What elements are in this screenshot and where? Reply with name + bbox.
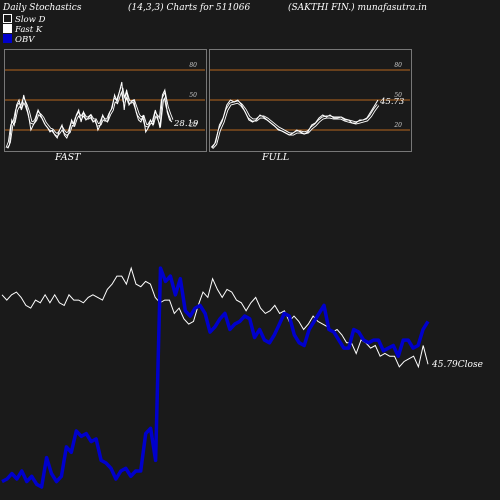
legend-swatch-fast-k [3,24,12,33]
legend-swatch-slow-d [3,14,12,23]
full-panel-caption: FULL [262,152,290,163]
close-price-line [1,266,429,369]
fast-tick-label-80: 80 [189,62,197,69]
full-tick-label-50: 50 [394,92,402,99]
full-tick-label-80: 80 [394,62,402,69]
chart-title-left: Daily Stochastics [3,3,82,13]
full-last-value-label: 45.73 [379,97,404,107]
fast-tick-label-50: 50 [189,92,197,99]
legend-item-obv: OBV [3,34,34,45]
fast-fast-k-line [6,81,173,149]
fast-tick-label-20: 20 [188,122,197,129]
chart-title-right: (SAKTHI FIN.) munafasutra.in [288,3,427,13]
chart-title-center: (14,3,3) Charts for 511066 [128,3,251,13]
legend-item-slow-d: Slow D [3,14,45,25]
obv-line [1,266,430,489]
legend-item-fast-k: Fast K [3,24,42,35]
close-last-value-label: 45.79Close [431,360,483,370]
full-fast-k-line [211,99,379,149]
fast-last-value-label: 28.19 [173,119,199,129]
legend-swatch-obv [3,34,12,43]
full-slow-d-casing [210,100,380,150]
fast-panel-caption: FAST [55,152,81,163]
fast-slow-d-casing [5,87,174,149]
full-slow-d-line [211,101,379,149]
full-tick-label-20: 20 [393,122,402,129]
